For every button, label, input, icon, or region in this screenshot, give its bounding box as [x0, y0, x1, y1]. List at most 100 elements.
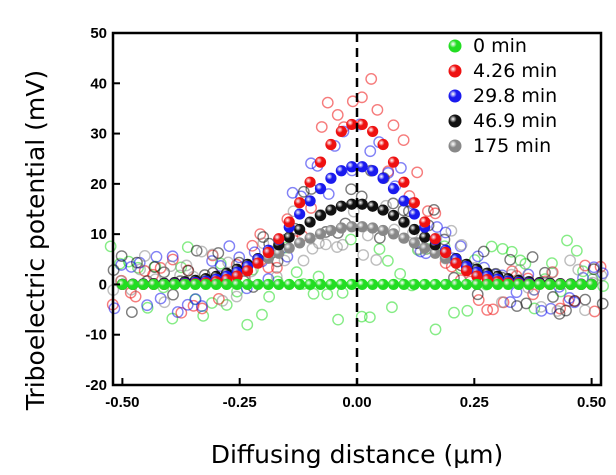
- raw-data-point: [315, 121, 328, 133]
- data-point: [252, 278, 264, 291]
- data-point: [335, 165, 347, 177]
- data-point: [450, 257, 462, 269]
- data-point: [408, 278, 420, 291]
- data-point: [502, 278, 514, 291]
- raw-data-point: [108, 302, 121, 315]
- raw-data-point: [223, 240, 236, 253]
- raw-data-point: [397, 134, 410, 146]
- raw-data-point: [394, 267, 407, 280]
- data-point: [335, 278, 347, 291]
- raw-data-point: [344, 233, 357, 246]
- data-point: [325, 224, 337, 237]
- raw-data-point: [597, 280, 609, 292]
- data-point: [262, 278, 274, 291]
- data-point: [450, 278, 462, 291]
- data-point: [356, 221, 368, 233]
- data-point: [304, 216, 316, 228]
- raw-data-point: [572, 263, 585, 276]
- legend-marker: [448, 114, 462, 128]
- raw-data-point: [305, 157, 317, 170]
- raw-data-point: [171, 306, 184, 318]
- data-point: [252, 257, 264, 269]
- raw-data-point: [158, 266, 170, 279]
- x-tick-label: 0.00: [342, 394, 371, 411]
- data-point: [377, 172, 389, 184]
- raw-data-point: [411, 166, 424, 179]
- data-point: [335, 125, 347, 138]
- data-point: [387, 183, 400, 195]
- raw-data-point: [158, 296, 171, 309]
- raw-data-point: [448, 306, 460, 319]
- raw-data-point: [551, 305, 564, 317]
- legend-marker: [448, 89, 462, 103]
- data-point: [460, 265, 473, 277]
- data-point: [294, 278, 306, 291]
- raw-data-point: [322, 188, 335, 200]
- raw-data-point: [332, 313, 344, 326]
- data-point: [481, 278, 493, 291]
- raw-data-point: [150, 250, 163, 263]
- y-axis: -20 -10 0 10 20 30 40 50: [85, 25, 120, 394]
- raw-data-point: [132, 261, 144, 274]
- data-point: [398, 232, 410, 244]
- data-point: [492, 278, 504, 291]
- raw-data-point: [306, 242, 319, 255]
- y-tick-label: 30: [90, 126, 107, 143]
- raw-data-point: [114, 257, 126, 270]
- raw-data-point: [263, 290, 276, 303]
- legend: 0 min 4.26 min 29.8 min 46.9 min 175 min: [448, 35, 557, 157]
- data-point: [419, 216, 431, 228]
- raw-data-point: [363, 311, 376, 324]
- raw-data-point: [428, 203, 440, 216]
- raw-data-point: [373, 243, 386, 255]
- raw-data-point: [386, 301, 398, 314]
- y-tick-label: 40: [90, 75, 107, 92]
- legend-marker: [448, 64, 462, 78]
- data-point: [210, 278, 222, 291]
- data-point: [335, 200, 347, 212]
- raw-data-point: [472, 294, 485, 306]
- raw-data-point: [431, 221, 443, 233]
- y-tick-label: 50: [90, 25, 107, 42]
- data-point: [356, 278, 368, 291]
- raw-data-point: [364, 145, 377, 158]
- data-point: [335, 222, 347, 234]
- raw-data-point: [355, 310, 368, 323]
- raw-data-point: [167, 288, 179, 301]
- data-point: [408, 223, 420, 236]
- raw-data-point: [214, 260, 227, 272]
- data-point: [314, 278, 327, 291]
- data-point: [346, 278, 358, 291]
- data-point: [262, 246, 274, 259]
- data-point: [314, 156, 327, 168]
- data-point: [419, 231, 431, 243]
- data-point: [471, 278, 483, 291]
- raw-data-point: [131, 256, 143, 269]
- data-point: [158, 278, 170, 291]
- data-point: [429, 233, 441, 245]
- raw-data-point: [222, 256, 235, 269]
- data-point: [440, 246, 452, 259]
- raw-data-point: [564, 254, 577, 267]
- raw-data-point: [321, 96, 334, 109]
- data-point: [304, 278, 316, 291]
- data-point: [367, 222, 379, 234]
- raw-data-point: [371, 103, 384, 116]
- data-point: [231, 278, 243, 291]
- raw-data-point: [216, 294, 229, 307]
- legend-label: 4.26 min: [473, 60, 557, 82]
- data-point: [377, 204, 389, 216]
- data-point: [419, 278, 431, 291]
- data-point: [523, 278, 535, 291]
- raw-data-point: [546, 257, 558, 270]
- data-point: [429, 247, 441, 259]
- raw-data-point: [187, 299, 200, 312]
- raw-data-point: [356, 91, 368, 104]
- raw-data-point: [535, 300, 548, 313]
- raw-data-point: [387, 197, 400, 210]
- data-point: [367, 278, 379, 291]
- raw-data-point: [206, 248, 219, 261]
- data-point: [241, 278, 254, 291]
- raw-data-point: [561, 234, 573, 247]
- data-point: [586, 278, 598, 291]
